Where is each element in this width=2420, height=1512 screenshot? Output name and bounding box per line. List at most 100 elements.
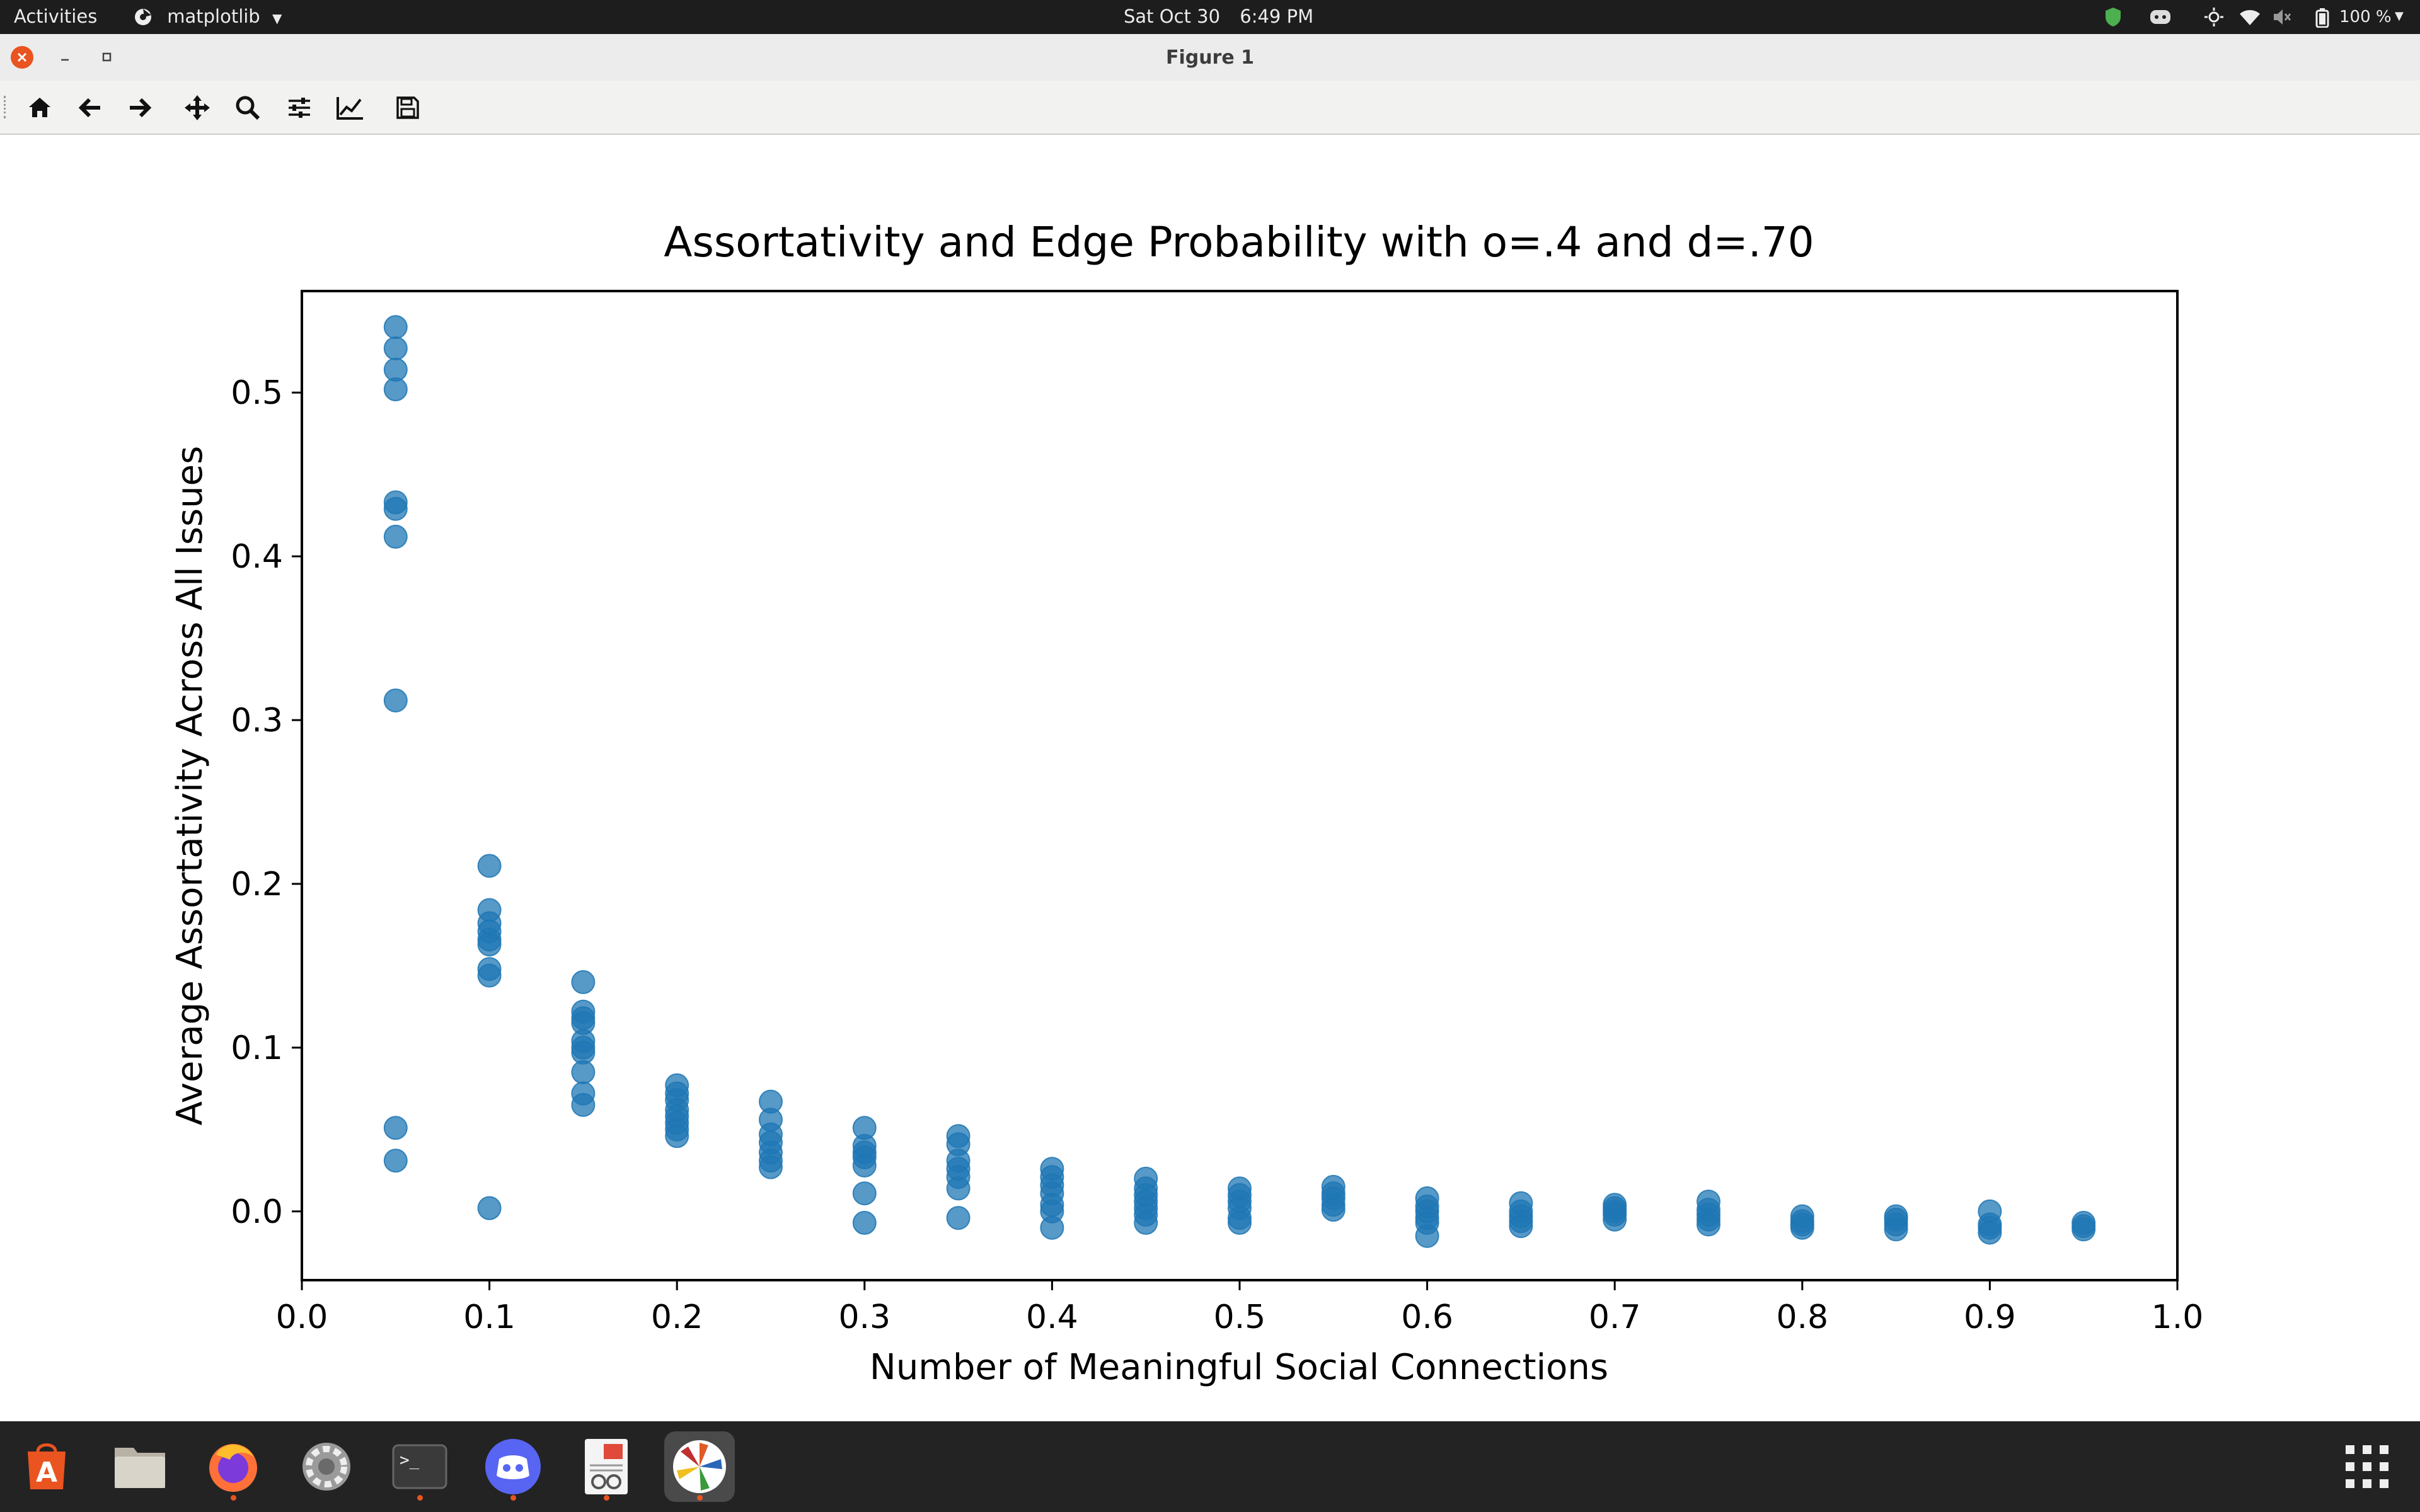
pan-button[interactable]	[183, 93, 212, 122]
data-point	[1134, 1211, 1158, 1235]
running-indicator	[697, 1495, 703, 1501]
data-point	[946, 1206, 971, 1230]
x-axis: 0.0 0.1 0.2 0.3 0.4 0.5 0.6 0.7 0.8 0.9 1.0	[276, 1280, 2204, 1336]
y-axis-label: Average Assortativity Across All Issues	[170, 446, 210, 1126]
running-indicator	[510, 1495, 516, 1501]
zoom-button[interactable]	[233, 93, 262, 122]
battery-percent: 100 %	[2339, 8, 2392, 26]
configure-subplots-icon	[289, 98, 310, 118]
svg-text:>_: >_	[400, 1451, 420, 1470]
document-viewer-icon	[585, 1439, 628, 1494]
x-axis-label: Number of Meaningful Social Connections	[870, 1347, 1608, 1388]
y-tick-label: 0.4	[231, 538, 283, 576]
data-point	[1321, 1198, 1345, 1222]
edit-axis-icon	[337, 97, 363, 120]
volume-muted-icon[interactable]	[2272, 8, 2292, 26]
dock-files[interactable]	[105, 1431, 175, 1502]
terminal-icon: >_	[392, 1444, 447, 1489]
y-tick-label: 0.1	[231, 1029, 283, 1067]
matplotlib-icon	[673, 1440, 726, 1493]
data-point	[1697, 1212, 1720, 1237]
wifi-icon[interactable]	[2238, 8, 2261, 26]
data-point	[477, 932, 502, 957]
data-point	[383, 1148, 408, 1173]
brightness-icon[interactable]	[2204, 7, 2224, 27]
data-point	[1509, 1214, 1533, 1239]
discord-icon	[485, 1439, 541, 1494]
data-point	[477, 1196, 502, 1220]
data-point	[383, 336, 408, 360]
show-applications-button[interactable]	[2344, 1444, 2390, 1489]
discord-tray-icon[interactable]	[2149, 8, 2172, 26]
window-title: Figure 1	[1165, 47, 1255, 69]
settings-gear-icon	[302, 1443, 350, 1491]
activities-button[interactable]: Activities	[14, 6, 98, 27]
minimize-button[interactable]	[55, 48, 74, 67]
edit-axis-button[interactable]	[335, 93, 364, 122]
dock-settings[interactable]	[291, 1431, 362, 1502]
data-point	[852, 1154, 877, 1178]
forward-arrow-icon	[130, 98, 152, 118]
data-point	[571, 970, 596, 994]
firefox-icon	[209, 1444, 257, 1492]
x-tick-label: 0.2	[651, 1298, 703, 1336]
chevron-down-icon: ▼	[272, 11, 282, 26]
back-button[interactable]	[76, 93, 105, 122]
scatter-chart[interactable]: Assortativity and Edge Probability with …	[0, 135, 2420, 1421]
forward-button[interactable]	[125, 93, 154, 122]
x-tick-label: 0.3	[838, 1298, 890, 1336]
app-menu[interactable]: matplotlib ▼	[134, 6, 282, 27]
running-indicator	[604, 1495, 609, 1501]
maximize-icon	[102, 52, 112, 62]
save-button[interactable]	[393, 93, 422, 122]
chart-title: Assortativity and Edge Probability with …	[664, 218, 1814, 266]
dock-discord[interactable]	[478, 1431, 548, 1502]
time-label: 6:49 PM	[1240, 6, 1314, 27]
battery-icon[interactable]	[2315, 8, 2329, 28]
x-tick-label: 1.0	[2152, 1298, 2204, 1336]
app-grid-icon	[2346, 1445, 2388, 1488]
window-title-bar: Figure 1	[0, 34, 2420, 82]
x-tick-label: 0.5	[1214, 1298, 1266, 1336]
navigation-toolbar	[0, 81, 2420, 135]
data-point	[2071, 1217, 2096, 1242]
data-point	[1040, 1215, 1064, 1240]
data-point	[1790, 1215, 1814, 1240]
figure-canvas[interactable]: Assortativity and Edge Probability with …	[0, 135, 2420, 1421]
maximize-button[interactable]	[98, 48, 117, 67]
dock-firefox[interactable]	[198, 1431, 268, 1502]
shield-icon[interactable]	[2104, 6, 2123, 28]
home-icon	[29, 98, 50, 117]
home-button[interactable]	[25, 93, 54, 122]
minimize-icon	[61, 59, 69, 61]
clock[interactable]: Sat Oct 30 6:49 PM	[1124, 6, 1313, 27]
dock-matplotlib-figure[interactable]	[664, 1431, 735, 1502]
data-point	[759, 1155, 783, 1179]
data-point	[1228, 1211, 1252, 1235]
close-button[interactable]	[11, 46, 33, 69]
data-point	[477, 963, 502, 988]
close-icon	[17, 52, 27, 62]
toolbar-grip	[4, 96, 8, 118]
axes-frame	[301, 290, 2179, 1281]
configure-subplots-button[interactable]	[285, 93, 314, 122]
y-tick-label: 0.0	[231, 1193, 283, 1231]
running-indicator	[417, 1495, 423, 1501]
dock-ubuntu-software[interactable]: A	[11, 1431, 82, 1502]
data-point	[1978, 1220, 2002, 1245]
scatter-points	[383, 315, 2096, 1248]
x-tick-label: 0.4	[1026, 1298, 1078, 1336]
dock-document-viewer[interactable]	[571, 1431, 642, 1502]
y-tick-label: 0.3	[231, 702, 283, 740]
dock-terminal[interactable]: >_	[384, 1431, 455, 1502]
running-indicator	[231, 1495, 236, 1501]
y-tick-label: 0.2	[231, 866, 283, 903]
pan-icon	[185, 95, 210, 120]
app-name-label: matplotlib	[167, 6, 260, 27]
data-point	[383, 377, 408, 401]
data-point	[571, 1060, 596, 1084]
data-point	[665, 1124, 689, 1148]
system-top-bar: Activities matplotlib ▼ Sat Oct 30 6:49 …	[0, 0, 2420, 34]
data-point	[571, 1092, 596, 1117]
chevron-down-icon[interactable]: ▼	[2395, 9, 2404, 23]
